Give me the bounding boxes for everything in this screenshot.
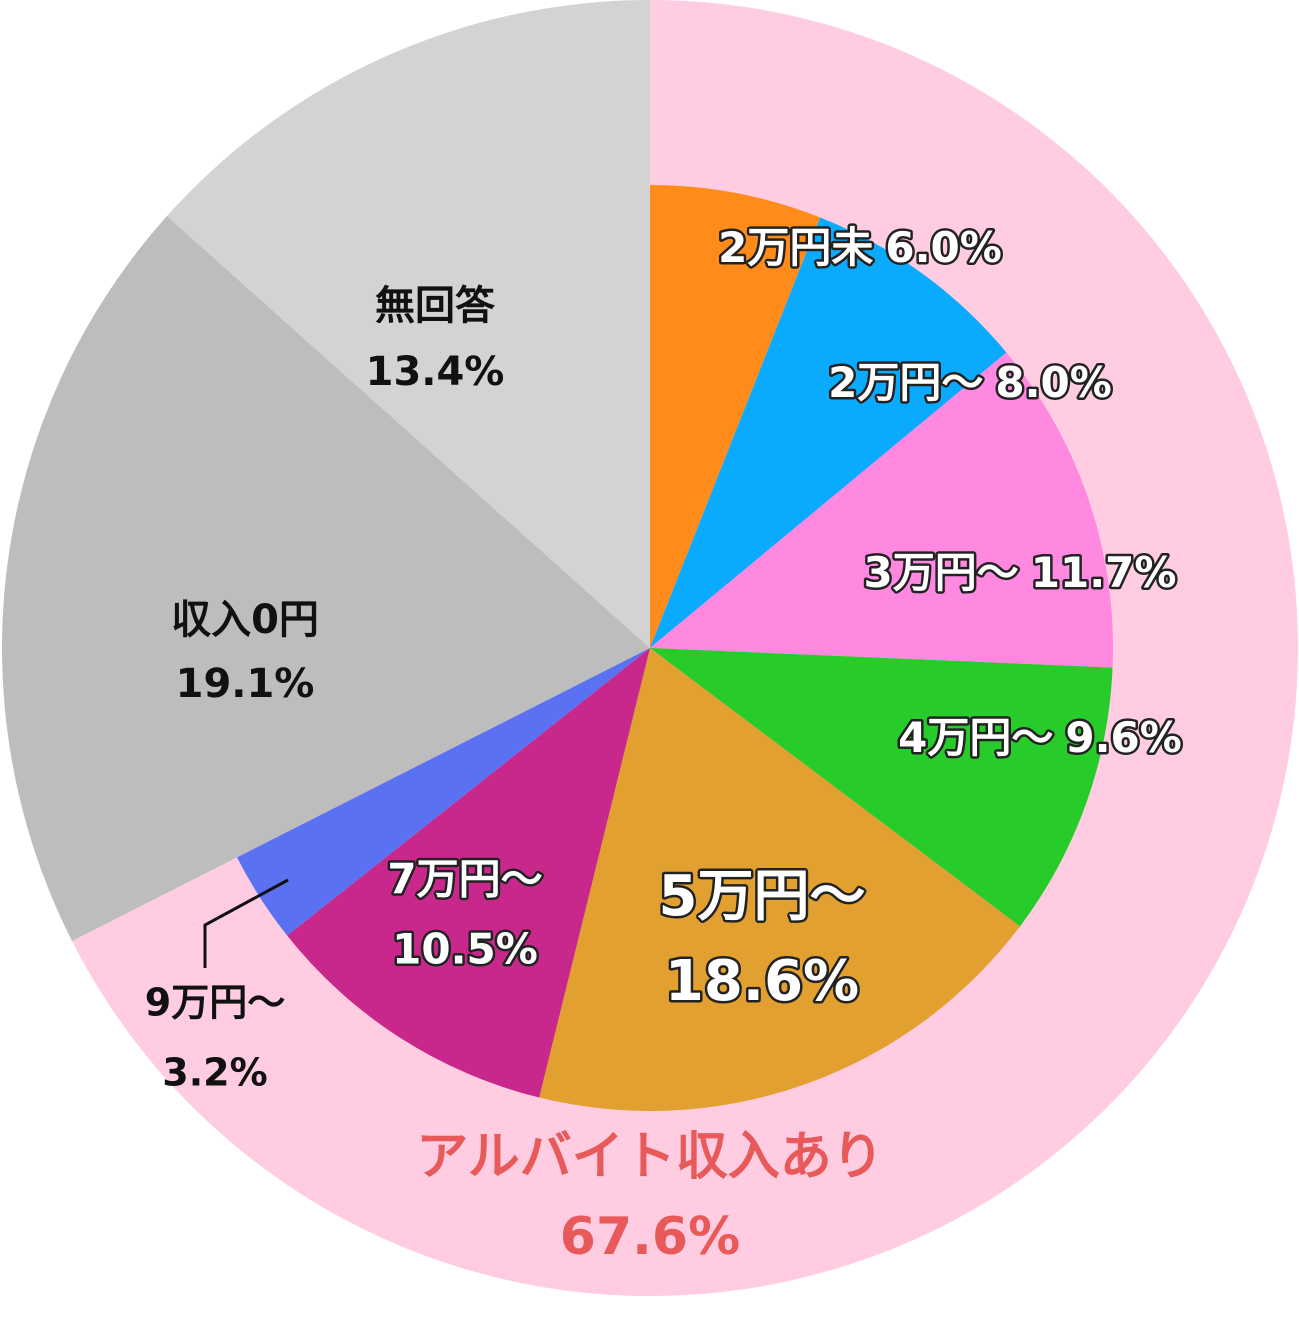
pie-slice	[287, 648, 650, 1098]
value-label: 67.6%	[560, 1207, 740, 1267]
category-label: アルバイト収入あり	[416, 1127, 883, 1187]
slice-label: 3万円～ 11.7%	[864, 548, 1177, 597]
value-label: 10.5%	[392, 925, 538, 974]
slice-label: 4万円～ 9.6%	[898, 713, 1182, 762]
pie-slice	[650, 352, 1113, 668]
value-label: 8.0%	[995, 358, 1111, 407]
pie-slice	[539, 648, 1020, 1111]
value-label: 3.2%	[162, 1051, 267, 1095]
pie-slice	[237, 648, 650, 936]
category-label: 5万円～	[659, 864, 866, 929]
category-label: 4万円～	[898, 713, 1053, 762]
pie-slice	[1, 216, 650, 942]
pie-slice	[650, 217, 1007, 648]
category-label: 収入0円	[171, 597, 319, 643]
pie-slice	[650, 648, 1113, 927]
value-label: 18.6%	[665, 949, 859, 1014]
value-label: 13.4%	[366, 349, 505, 395]
value-label: 9.6%	[1065, 713, 1181, 762]
pie-slice	[166, 0, 650, 648]
category-label: 2万円～	[828, 358, 983, 407]
category-label: 9万円～	[145, 981, 285, 1025]
slice-label: 2万円未 6.0%	[718, 223, 1002, 272]
slice-label: 2万円～ 8.0%	[828, 358, 1112, 407]
value-label: 19.1%	[176, 661, 315, 707]
category-label: 3万円～	[864, 548, 1019, 597]
value-label: 11.7%	[1031, 548, 1177, 597]
category-label: 7万円～	[387, 855, 542, 904]
pie-slice	[650, 185, 821, 648]
category-label: 2万円未	[718, 223, 873, 272]
category-label: 無回答	[375, 283, 496, 329]
leader-line	[203, 878, 289, 968]
value-label: 6.0%	[885, 223, 1001, 272]
